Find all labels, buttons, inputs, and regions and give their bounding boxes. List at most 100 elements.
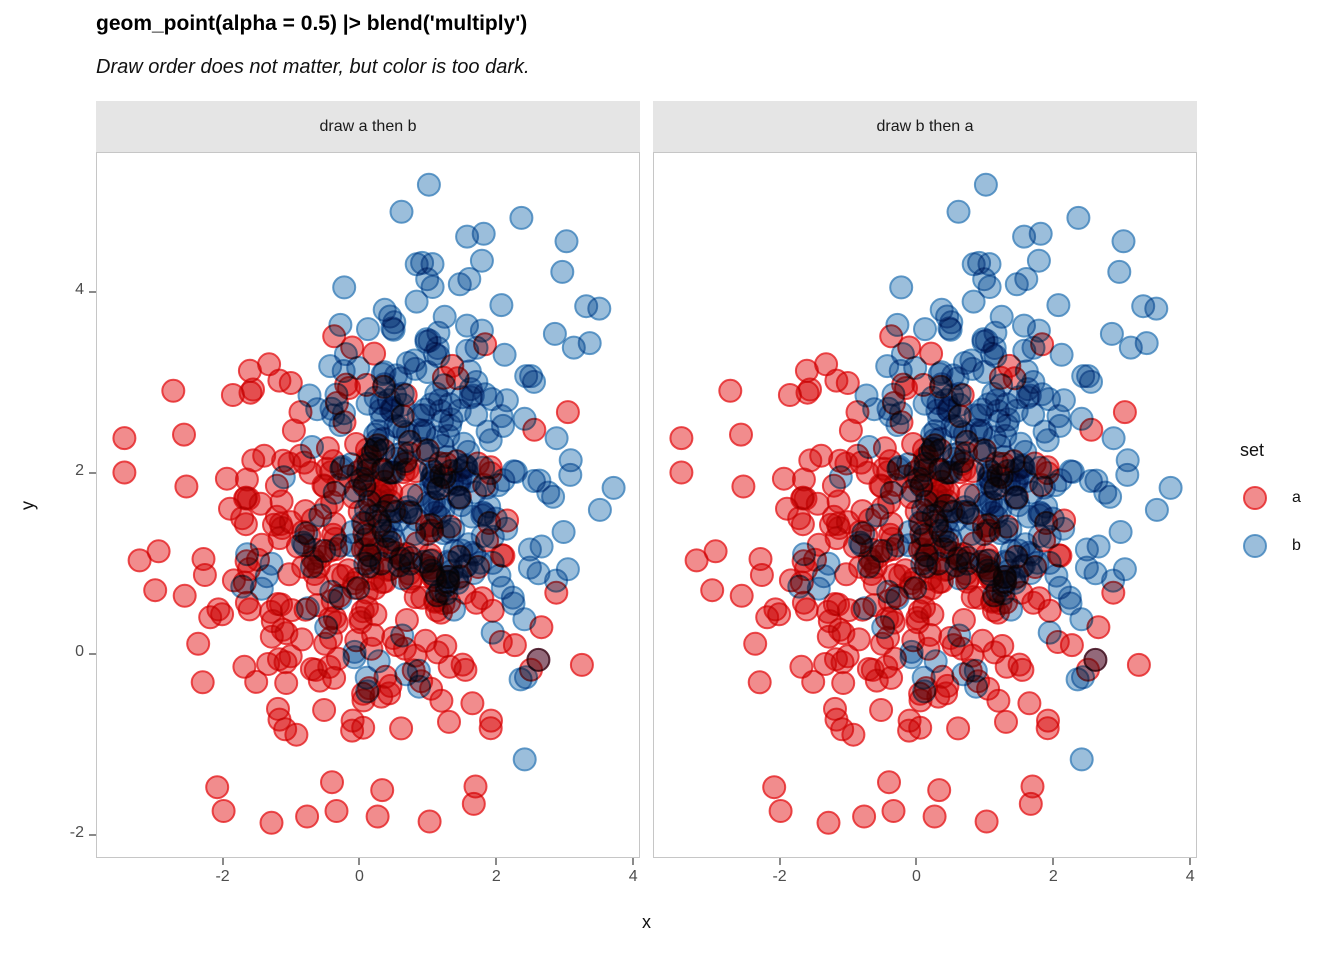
x-tick-mark bbox=[221, 858, 224, 865]
data-point-b bbox=[512, 747, 537, 772]
x-tick-label: 0 bbox=[354, 868, 364, 885]
data-point-b bbox=[457, 267, 482, 291]
data-point-a bbox=[946, 716, 971, 741]
data-point-b bbox=[381, 527, 406, 552]
data-point-a bbox=[813, 652, 838, 676]
data-point-a bbox=[146, 539, 171, 564]
data-point-a bbox=[1086, 615, 1111, 640]
data-point-b bbox=[1060, 459, 1085, 484]
data-point-a bbox=[214, 466, 239, 491]
x-tick-label: 2 bbox=[491, 868, 501, 885]
data-point-a bbox=[317, 654, 342, 679]
data-point-a bbox=[821, 473, 846, 498]
data-point-b bbox=[1108, 520, 1133, 544]
data-point-a bbox=[926, 458, 951, 483]
data-point-a bbox=[232, 654, 257, 679]
data-point-a bbox=[1037, 598, 1062, 623]
data-point-a bbox=[771, 466, 796, 491]
data-point-a bbox=[994, 709, 1018, 734]
data-point-b bbox=[989, 304, 1014, 329]
scatter-canvas bbox=[669, 172, 1183, 835]
data-point-b bbox=[454, 454, 479, 479]
data-point-b bbox=[464, 370, 489, 394]
x-tick-label: 2 bbox=[1048, 868, 1058, 885]
data-point-a bbox=[256, 652, 281, 676]
data-point-a bbox=[259, 810, 284, 835]
data-point-a bbox=[703, 539, 728, 564]
data-point-a bbox=[312, 698, 337, 722]
data-point-b bbox=[419, 392, 444, 417]
data-point-b bbox=[432, 373, 457, 398]
data-point-a bbox=[1045, 630, 1070, 654]
data-point-b bbox=[332, 275, 357, 300]
data-point-a bbox=[1083, 647, 1108, 672]
data-point-a bbox=[908, 681, 933, 706]
legend-item-b: b bbox=[1240, 529, 1340, 563]
data-point-a bbox=[950, 452, 975, 476]
data-point-a bbox=[1005, 564, 1030, 589]
data-point-a bbox=[976, 676, 1001, 701]
data-point-a bbox=[461, 791, 486, 816]
data-point-b bbox=[390, 440, 415, 465]
data-point-a bbox=[479, 708, 503, 733]
data-point-b bbox=[1048, 413, 1072, 438]
data-point-b bbox=[370, 362, 395, 387]
data-point-a bbox=[823, 696, 847, 721]
x-tick-mark bbox=[778, 858, 781, 865]
data-point-b bbox=[1076, 364, 1101, 389]
y-tick-mark bbox=[89, 834, 96, 837]
data-point-b bbox=[314, 615, 339, 640]
legend-key-a-icon bbox=[1240, 483, 1270, 513]
data-point-b bbox=[425, 425, 450, 450]
legend-title: set bbox=[1240, 440, 1265, 460]
data-point-a bbox=[1034, 511, 1059, 535]
data-point-a bbox=[928, 374, 953, 399]
data-point-a bbox=[363, 602, 388, 627]
data-point-a bbox=[1018, 791, 1043, 816]
data-point-a bbox=[806, 532, 831, 557]
data-point-b bbox=[415, 267, 440, 292]
data-point-a bbox=[879, 605, 904, 630]
data-point-a bbox=[747, 670, 772, 695]
data-point-b bbox=[1115, 448, 1140, 473]
data-point-b bbox=[1074, 537, 1099, 562]
data-point-a bbox=[982, 640, 1007, 665]
data-point-a bbox=[684, 548, 709, 573]
data-point-b bbox=[1014, 267, 1039, 291]
data-point-b bbox=[299, 554, 324, 579]
data-point-a bbox=[233, 512, 258, 537]
data-point-a bbox=[791, 549, 816, 574]
data-point-a bbox=[370, 778, 395, 803]
data-point-b bbox=[386, 414, 411, 439]
data-point-b bbox=[381, 317, 406, 342]
data-point-b bbox=[432, 304, 457, 329]
data-point-b bbox=[322, 480, 347, 505]
data-point-b bbox=[1066, 205, 1091, 230]
y-tick-label: 4 bbox=[75, 281, 84, 299]
data-point-a bbox=[1022, 451, 1047, 476]
data-point-b bbox=[574, 294, 599, 319]
data-point-a bbox=[205, 775, 230, 800]
data-point-a bbox=[920, 602, 945, 627]
data-point-b bbox=[415, 360, 440, 384]
data-point-a bbox=[791, 590, 816, 615]
data-point-a bbox=[951, 608, 976, 632]
data-point-b bbox=[938, 317, 963, 342]
data-point-a bbox=[669, 460, 694, 485]
data-point-a bbox=[956, 482, 981, 507]
data-point-a bbox=[947, 404, 972, 429]
data-point-a bbox=[870, 495, 895, 520]
data-point-a bbox=[852, 804, 877, 829]
data-point-a bbox=[324, 799, 349, 823]
plot-subtitle: Draw order does not matter, but color is… bbox=[96, 56, 530, 78]
data-point-a bbox=[775, 496, 799, 521]
data-point-b bbox=[587, 497, 612, 522]
data-point-a bbox=[845, 443, 870, 468]
data-point-b bbox=[1069, 747, 1094, 772]
data-point-a bbox=[910, 527, 935, 552]
y-tick-label: 2 bbox=[75, 462, 84, 480]
panel-draw-b-then-a bbox=[653, 152, 1197, 858]
data-point-a bbox=[241, 448, 266, 473]
data-point-b bbox=[946, 199, 971, 224]
data-point-b bbox=[526, 647, 551, 672]
